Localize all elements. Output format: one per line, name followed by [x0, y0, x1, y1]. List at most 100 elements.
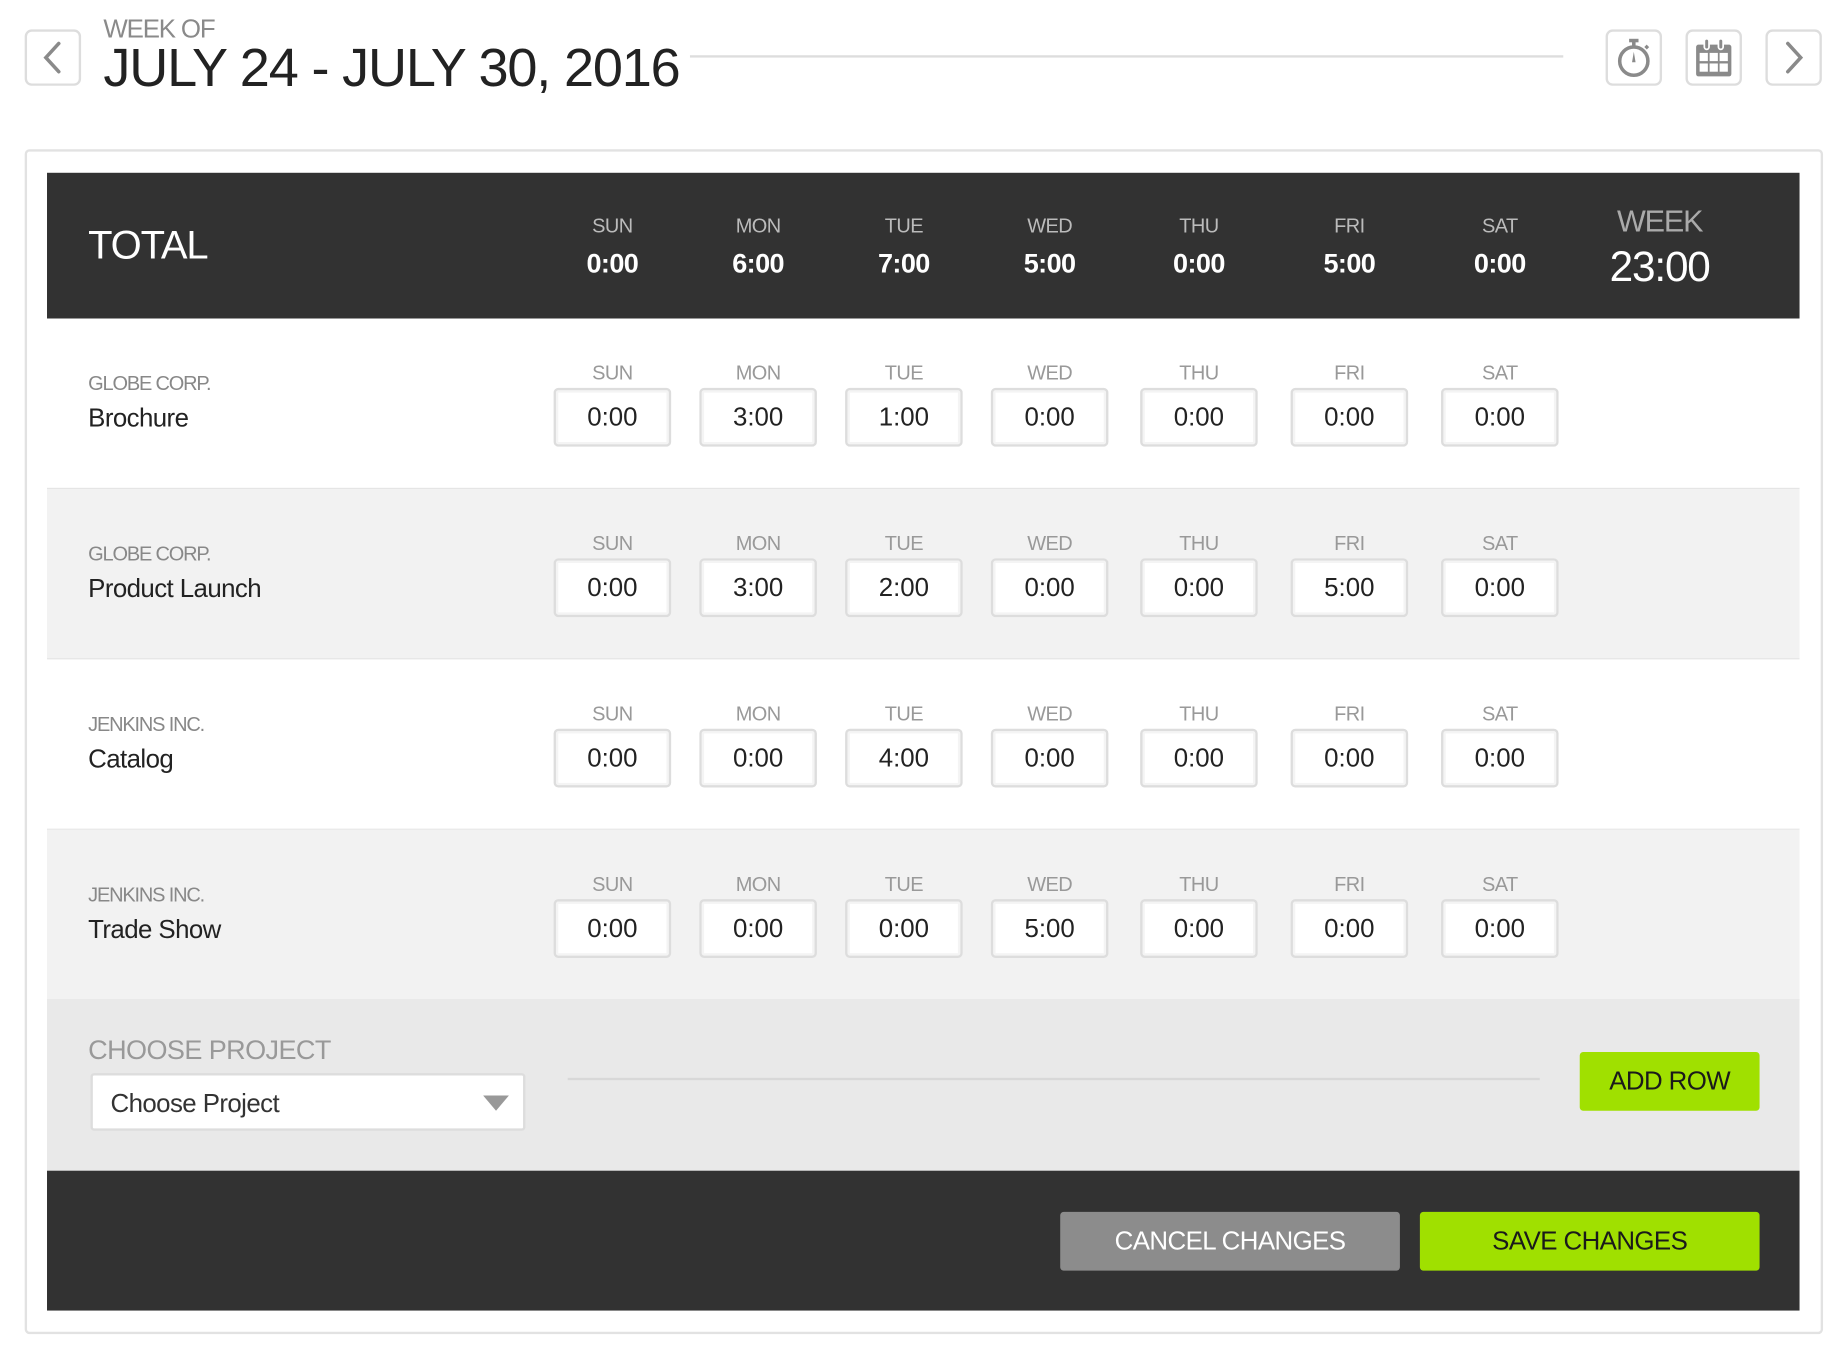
hours-input-sun[interactable]: 0:00 [553, 899, 672, 958]
hours-input-wed[interactable]: 5:00 [990, 899, 1109, 958]
total-day-value: 7:00 [877, 248, 930, 279]
day-label: WED [1027, 873, 1073, 896]
day-label: SUN [592, 873, 633, 896]
total-day-value: 0:00 [1473, 248, 1526, 279]
hours-input-tue[interactable]: 2:00 [845, 558, 963, 618]
hours-input-thu[interactable]: 0:00 [1140, 728, 1258, 788]
hours-input-sat[interactable]: 0:00 [1441, 899, 1559, 958]
total-day-value: 0:00 [1173, 248, 1225, 279]
day-label: SAT [1481, 362, 1518, 385]
day-label: THU [1179, 532, 1219, 555]
totals-header [47, 172, 1800, 319]
day-label: WED [1027, 532, 1073, 555]
timesheet-card [24, 149, 1824, 1335]
table-row: JENKINS INC. Trade Show SUN 0:00 MON 0:00 TUE 0… [47, 829, 1800, 1001]
day-label: THU [1179, 362, 1219, 385]
hours-input-sat[interactable]: 0:00 [1441, 728, 1559, 788]
week-of-label: WEEK OF [103, 14, 215, 44]
hours-input-sat[interactable]: 0:00 [1441, 387, 1559, 447]
day-label: MON [735, 873, 781, 896]
table-row: GLOBE CORP. Brochure SUN 0:00 MON 3:00 TUE 1:00… [47, 318, 1800, 489]
cancel-changes-button[interactable]: CANCEL CHANGES [1060, 1211, 1400, 1271]
prev-week-button[interactable] [24, 29, 82, 86]
client-name: JENKINS INC. [88, 883, 205, 907]
total-mon: MON 6:00 [693, 215, 822, 280]
day-label: FRI [1334, 362, 1365, 385]
total-tue: TUE 7:00 [839, 215, 968, 280]
total-day-label: MON [735, 215, 781, 238]
total-day-label: WED [1027, 215, 1073, 238]
hours-input-sun[interactable]: 0:00 [553, 558, 672, 618]
hours-input-mon[interactable]: 3:00 [699, 387, 817, 447]
hours-input-thu[interactable]: 0:00 [1140, 558, 1258, 618]
hours-input-sun[interactable]: 0:00 [553, 387, 672, 447]
total-thu: THU 0:00 [1134, 215, 1263, 280]
choose-project-select[interactable]: Choose Project [90, 1073, 526, 1131]
hours-input-tue[interactable]: 0:00 [845, 899, 963, 958]
week-label: WEEK [1617, 203, 1703, 239]
timer-button[interactable] [1605, 29, 1663, 86]
calendar-icon [1696, 37, 1732, 77]
day-label: WED [1027, 362, 1073, 385]
total-day-label: THU [1179, 215, 1219, 238]
day-label: FRI [1334, 873, 1365, 896]
select-value: Choose Project [110, 1088, 280, 1118]
dropdown-arrow-icon [483, 1095, 509, 1111]
chevron-right-icon [1786, 41, 1804, 74]
hours-input-mon[interactable]: 3:00 [699, 558, 817, 618]
choose-divider [567, 1077, 1540, 1081]
total-day-label: SAT [1481, 215, 1518, 238]
hours-input-sat[interactable]: 0:00 [1441, 558, 1559, 618]
hours-input-sun[interactable]: 0:00 [553, 728, 672, 788]
client-name: GLOBE CORP. [88, 543, 211, 566]
total-day-value: 5:00 [1023, 248, 1076, 279]
day-label: SAT [1481, 532, 1518, 555]
day-label: TUE [884, 873, 924, 896]
save-changes-button[interactable]: SAVE CHANGES [1419, 1211, 1760, 1271]
day-label: MON [735, 702, 781, 726]
day-label: THU [1179, 702, 1219, 726]
choose-project-label: CHOOSE PROJECT [88, 1034, 331, 1065]
day-label: TUE [884, 702, 924, 726]
hours-input-fri[interactable]: 0:00 [1290, 899, 1409, 958]
total-fri: FRI 5:00 [1285, 215, 1414, 280]
total-sun: SUN 0:00 [548, 215, 677, 280]
hours-input-wed[interactable]: 0:00 [990, 387, 1109, 447]
hours-input-wed[interactable]: 0:00 [990, 728, 1109, 788]
client-name: GLOBE CORP. [88, 372, 211, 395]
project-name: Catalog [88, 744, 174, 774]
table-row: GLOBE CORP. Product Launch SUN 0:00 MON 3:00 T… [47, 488, 1800, 660]
project-name: Product Launch [88, 573, 262, 603]
total-day-value: 0:00 [586, 248, 639, 279]
table-row: JENKINS INC. Catalog SUN 0:00 MON 0:00 TUE 4:00… [47, 659, 1800, 830]
hours-input-fri[interactable]: 0:00 [1290, 728, 1409, 788]
chevron-left-icon [43, 41, 61, 74]
day-label: THU [1179, 873, 1219, 896]
date-range-title: JULY 24 - JULY 30, 2016 [103, 36, 680, 98]
day-label: FRI [1334, 702, 1365, 726]
hours-input-tue[interactable]: 4:00 [845, 728, 963, 788]
project-name: Trade Show [88, 914, 221, 944]
calendar-button[interactable] [1685, 29, 1742, 86]
week-total-value: 23:00 [1609, 242, 1711, 291]
next-week-button[interactable] [1765, 29, 1822, 86]
day-label: MON [735, 362, 781, 385]
add-row-button[interactable]: ADD ROW [1579, 1051, 1760, 1111]
client-name: JENKINS INC. [88, 713, 205, 736]
hours-input-mon[interactable]: 0:00 [699, 899, 817, 958]
hours-input-fri[interactable]: 0:00 [1290, 387, 1409, 447]
hours-input-wed[interactable]: 0:00 [990, 558, 1109, 618]
total-day-value: 6:00 [732, 248, 785, 279]
day-label: SUN [592, 532, 633, 555]
hours-input-mon[interactable]: 0:00 [699, 728, 817, 788]
total-day-value: 5:00 [1323, 248, 1376, 279]
hours-input-tue[interactable]: 1:00 [845, 387, 963, 447]
day-label: TUE [884, 532, 924, 555]
hours-input-thu[interactable]: 0:00 [1140, 899, 1258, 958]
hours-input-fri[interactable]: 5:00 [1290, 558, 1409, 618]
hours-input-thu[interactable]: 0:00 [1140, 387, 1258, 447]
total-sat: SAT 0:00 [1435, 215, 1564, 280]
day-label: WED [1027, 702, 1073, 726]
total-day-label: TUE [884, 215, 924, 238]
